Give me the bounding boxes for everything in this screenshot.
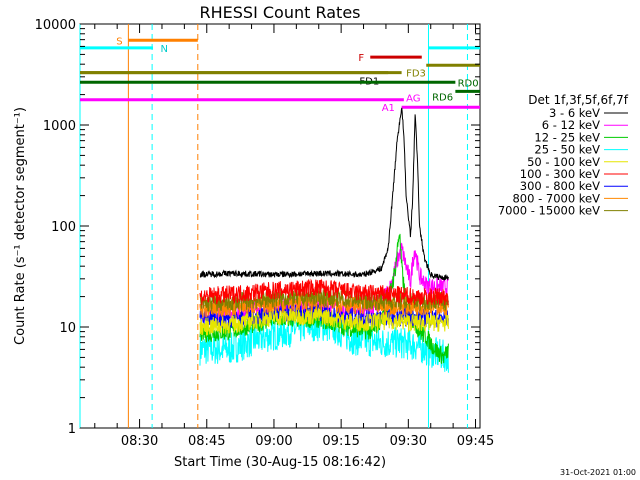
legend-title: Det 1f,3f,5f,6f,7f xyxy=(528,93,628,107)
y-axis-label: Count Rate (s⁻¹ detector segment⁻¹) xyxy=(13,107,28,345)
legend-label: 3 - 6 keV xyxy=(549,106,600,120)
y-tick-label: 1000 xyxy=(43,119,76,134)
status-bar-label: FD3 xyxy=(406,69,426,80)
x-axis-label: Start Time (30-Aug-15 08:16:42) xyxy=(174,455,386,470)
x-tick-label: 09:00 xyxy=(255,434,292,449)
series-line xyxy=(199,310,449,373)
status-bar-label: S xyxy=(116,36,122,47)
legend-label: 12 - 25 keV xyxy=(534,130,600,144)
series-line xyxy=(199,306,449,336)
legend-label: 100 - 300 keV xyxy=(520,167,600,181)
x-tick-label: 09:30 xyxy=(390,434,427,449)
y-tick-label: 10000 xyxy=(35,18,76,33)
legend-label: 25 - 50 keV xyxy=(534,143,600,157)
series-line xyxy=(199,107,449,281)
chart-title: RHESSI Count Rates xyxy=(200,3,361,22)
x-tick-label: 09:15 xyxy=(322,434,359,449)
legend-label: 7000 - 15000 keV xyxy=(498,204,600,218)
series-group xyxy=(199,107,449,373)
x-tick-label: 08:30 xyxy=(121,434,158,449)
status-bar-label: N xyxy=(160,44,167,55)
x-tick-label: 08:45 xyxy=(188,434,225,449)
status-bar-label: AG xyxy=(406,94,420,105)
legend-label: 50 - 100 keV xyxy=(527,155,600,169)
legend-label: 800 - 7000 keV xyxy=(512,191,600,205)
status-bars: SNFFD1FD3RD0RD6AGA1 xyxy=(80,36,480,114)
status-bar-label: A1 xyxy=(382,103,395,114)
date-stamp: 31-Oct-2021 01:00 xyxy=(560,468,636,477)
status-bar-label: F xyxy=(358,53,364,64)
y-tick-label: 100 xyxy=(51,220,76,235)
y-tick-label: 1 xyxy=(68,422,76,437)
series-line xyxy=(199,278,449,306)
legend-label: 6 - 12 keV xyxy=(542,118,600,132)
legend-label: 300 - 800 keV xyxy=(520,179,600,193)
axes: 08:30 08:45 09:00 09:15 09:30 09:45 1 10 100 1000… xyxy=(35,18,495,449)
status-bar-label: RD6 xyxy=(432,92,453,103)
status-bar-label: RD0 xyxy=(458,78,479,89)
y-tick-label: 10 xyxy=(59,321,76,336)
x-tick-label: 09:45 xyxy=(457,434,494,449)
